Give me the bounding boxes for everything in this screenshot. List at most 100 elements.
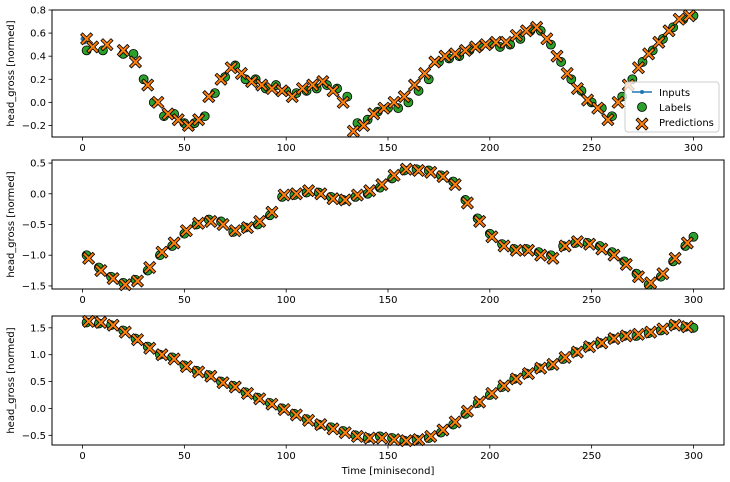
subplot-1-prediction-point [161, 107, 175, 121]
subplot-3-prediction-point [302, 413, 316, 427]
subplot-2-prediction-point [228, 224, 242, 238]
subplot-2-prediction-point [106, 271, 120, 286]
subplot-1-ylabel: head_gross [normed] [6, 20, 17, 126]
subplot-2-ytick-label: −0.5 [22, 220, 46, 231]
subplot-1-prediction-point [100, 38, 114, 52]
subplot-1-prediction-point [356, 118, 371, 133]
subplot-3-prediction-point [644, 325, 658, 339]
subplot-2-xtick-label: 100 [277, 295, 296, 306]
subplot-3-prediction-point [631, 327, 646, 341]
subplot-2-prediction-point [240, 221, 255, 235]
subplot-3-prediction-point [240, 386, 255, 400]
subplot-2-prediction-point [155, 245, 169, 259]
subplot-3-prediction-point [411, 433, 426, 447]
subplot-1-prediction-point [591, 101, 605, 115]
subplot-1-prediction-point [631, 61, 646, 75]
subplot-3-prediction-point [460, 404, 474, 418]
subplot-3-ticks: 0 50 100 150 200 250 300 −0.5 0.0 0.5 1.0 1.5 [22, 323, 703, 462]
subplot-1-prediction-point [306, 78, 320, 92]
subplot-2-prediction-point [118, 278, 132, 292]
subplot-1-prediction-point [151, 95, 165, 109]
subplot-3-prediction-point [228, 380, 242, 394]
subplot-2-prediction-point [497, 239, 511, 253]
subplot-1-prediction-point [611, 95, 625, 109]
subplot-1-prediction-point [316, 75, 330, 89]
subplot-2-prediction-point [644, 276, 658, 290]
subplot-2-prediction-point [411, 163, 426, 178]
subplot-1-prediction-point [550, 49, 564, 63]
subplot-1-xtick-label: 100 [277, 143, 296, 154]
legend-labels-label: Labels [659, 103, 691, 114]
subplot-1-prediction-point [448, 47, 462, 61]
subplot-3-prediction-point [363, 431, 377, 445]
subplot-2-prediction-point [204, 214, 218, 228]
subplot-2-prediction-point [521, 243, 536, 257]
subplot-3-prediction-point [656, 322, 670, 336]
subplot-3-prediction-point [265, 397, 279, 411]
subplot-2-prediction-point [631, 270, 646, 284]
subplot-3-prediction-point [192, 365, 206, 379]
subplot-1-ytick-label: 0.4 [30, 52, 46, 63]
subplot-1-prediction-point [458, 43, 472, 57]
subplot-2-prediction-point [167, 236, 181, 250]
subplot-2-prediction-point [82, 251, 96, 265]
subplot-2-ytick-label: 0.0 [30, 189, 46, 200]
subplot-2-prediction-point [595, 242, 609, 256]
subplot-3-prediction-point [94, 315, 108, 330]
subplot-1-prediction-point [336, 95, 350, 109]
subplot-3-prediction-point [680, 320, 694, 334]
subplot-1-prediction-point [570, 81, 584, 96]
subplot-1-prediction-point [116, 43, 130, 57]
subplot-1-xtick-label: 150 [378, 143, 397, 154]
legend-predictions-marker [635, 117, 649, 131]
subplot-1-prediction-point [387, 95, 401, 109]
subplot-3-prediction-point [82, 314, 96, 328]
subplot-1-prediction-point [407, 78, 422, 92]
subplot-2-prediction-point [558, 239, 572, 253]
subplot-2: 0 50 100 150 200 250 300 −1.5 −1.0 −0.5 0.0 0.5 hea… [6, 159, 725, 306]
subplot-3: 0 50 100 150 200 250 300 −0.5 0.0 0.5 1.0 1.5 head_… [6, 314, 725, 477]
subplot-3-prediction-point [485, 386, 499, 400]
subplot-2-prediction-point [460, 196, 474, 210]
subplot-3-prediction-point [521, 366, 536, 381]
subplot-2-xtick-label: 0 [79, 295, 85, 306]
subplot-1-prediction-point [255, 78, 269, 92]
subplot-2-ytick-label: 0.5 [30, 159, 46, 170]
subplot-1-prediction-point [652, 35, 666, 49]
subplot-1-prediction-point [509, 28, 523, 42]
subplot-1-prediction-point [128, 55, 143, 69]
subplot-1-prediction-point [418, 66, 432, 81]
subplot-3-prediction-point [387, 433, 401, 447]
subplot-2-xtick-label: 300 [684, 295, 703, 306]
subplot-2-xtick-label: 200 [480, 295, 499, 306]
legend-inputs-marker [640, 90, 644, 94]
subplot-1-prediction-point [489, 35, 503, 49]
subplot-1-prediction-point [141, 78, 155, 92]
subplot-2-ytick-label: −1.0 [22, 251, 46, 262]
subplot-1-prediction-point [86, 40, 100, 54]
subplot-2-prediction-point [94, 264, 108, 278]
subplot-3-prediction-point [595, 336, 609, 350]
subplot-1-prediction-point [326, 84, 340, 98]
subplot-2-prediction-point [509, 243, 523, 257]
subplot-2-prediction-point [680, 236, 694, 250]
subplot-1-prediction-point [428, 55, 442, 69]
subplot-2-xtick-label: 50 [178, 295, 191, 306]
subplot-3-prediction-point [155, 348, 169, 362]
subplot-2-prediction-point [314, 187, 328, 201]
legend-inputs-label: Inputs [659, 88, 690, 99]
subplot-1-prediction-point [202, 90, 216, 104]
legend-predictions-label: Predictions [659, 118, 714, 129]
subplot-2-prediction-point [302, 184, 316, 198]
subplot-3-prediction-point [277, 402, 291, 417]
subplot-3-prediction-point [448, 415, 462, 429]
subplot-1-prediction-point [377, 101, 391, 115]
subplot-3-prediction-point [497, 379, 511, 393]
subplot-2-prediction-point [265, 205, 279, 219]
legend-frame [624, 81, 720, 133]
subplot-3-prediction-point [534, 361, 548, 375]
subplot-2-ytick-label: −1.5 [22, 281, 46, 292]
subplot-1-prediction-point [672, 12, 686, 26]
subplot-2-prediction-point [179, 224, 193, 238]
